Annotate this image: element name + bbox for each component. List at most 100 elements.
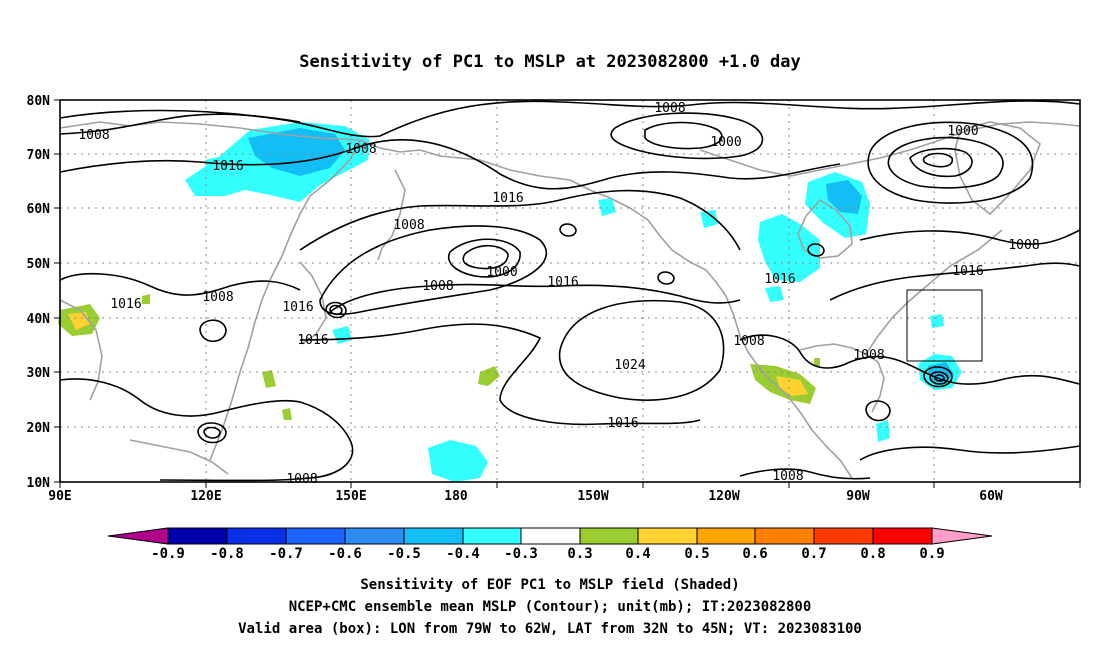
colorbar-swatch [226, 527, 287, 545]
valid-area-box [906, 289, 983, 362]
mslp-contour-line [859, 445, 1081, 461]
lat-tick-label: 10N [27, 476, 51, 491]
mslp-contour-line [739, 334, 1081, 385]
coastline-india [59, 299, 103, 401]
colorbar-label: 0.8 [860, 546, 885, 562]
map-frame [59, 99, 1081, 483]
shade-negative-carib [876, 420, 890, 442]
coastline-hudson [797, 198, 853, 259]
contour-label: 1016 [764, 272, 795, 287]
contour-label: 1008 [853, 348, 884, 363]
colorbar-swatch [872, 527, 933, 545]
lat-tick-label: 30N [27, 366, 51, 381]
mslp-contour-line [197, 422, 227, 444]
colorbar-label: -0.4 [446, 546, 480, 562]
contour-label: 1008 [345, 142, 376, 157]
mslp-contour-line [325, 301, 347, 319]
shade-positive-small3 [814, 358, 820, 366]
contour-label: 1016 [492, 191, 523, 206]
mslp-contour-line [448, 238, 521, 278]
mslp-contour-line [329, 304, 343, 316]
lat-tick-label: 20N [27, 421, 51, 436]
colorbar-label: -0.8 [210, 546, 244, 562]
colorbar-label: -0.6 [328, 546, 362, 562]
contour-label: 1000 [947, 124, 978, 139]
contour-label: 1008 [422, 279, 453, 294]
shade-negative-greatlakes [765, 286, 784, 302]
mslp-contour-line [829, 262, 1081, 301]
colorbar: -0.9 -0.8 -0.7 -0.6 -0.5 -0.4 -0.3 0.3 0… [107, 527, 993, 562]
mslp-contour-line [559, 223, 577, 237]
contour-label: 1008 [1008, 238, 1039, 253]
mslp-contour-line [807, 243, 825, 257]
mslp-contour-line [299, 189, 741, 251]
contour-label: 1000 [486, 265, 517, 280]
mslp-contour-line [558, 299, 725, 401]
shade-positive-small2 [142, 294, 150, 304]
colorbar-swatch [167, 527, 228, 545]
coastline-east-na [865, 229, 1003, 355]
contour-label: 1008 [202, 290, 233, 305]
shade-negative-box [930, 314, 944, 328]
contour-label: 1000 [710, 135, 741, 150]
coastline-alaska [479, 159, 727, 297]
lon-tick-label: 60W [979, 489, 1003, 504]
lon-tick-label: 150W [577, 489, 608, 504]
shade-positive-pacific [478, 366, 500, 386]
coastline-kamchatka [377, 169, 406, 261]
lon-tick-label: 120W [708, 489, 739, 504]
contour-label: 1008 [772, 469, 803, 484]
mslp-contour-line [610, 112, 764, 160]
caption-line-1: Sensitivity of EOF PC1 to MSLP field (Sh… [360, 577, 739, 593]
colorbar-swatch [813, 527, 874, 545]
mslp-contour-line [329, 283, 741, 313]
figure-title: Sensitivity of PC1 to MSLP at 2023082800… [299, 52, 801, 72]
contour-labels: 1008 1008 1016 1008 1016 1008 1000 1016 … [78, 101, 1039, 487]
lon-tick-label: 150E [335, 489, 366, 504]
caption-line-3: Valid area (box): LON from 79W to 62W, L… [238, 621, 862, 637]
colorbar-label: 0.6 [742, 546, 767, 562]
shade-positive-philippines [262, 370, 276, 388]
shade-negative-alaska [598, 198, 616, 216]
mslp-contour-line [319, 225, 547, 315]
colorbar-label: -0.9 [151, 546, 185, 562]
colorbar-label: 0.5 [684, 546, 709, 562]
shade-positive-mexico-core [776, 376, 808, 396]
mslp-contour-line [887, 136, 1004, 189]
lat-tick-label: 40N [27, 312, 51, 327]
colorbar-swatch [754, 527, 815, 545]
contour-label: 1008 [393, 218, 424, 233]
colorbar-label: -0.5 [387, 546, 421, 562]
colorbar-label: 0.4 [625, 546, 650, 562]
mslp-contour-line [909, 147, 973, 178]
shade-negative-pacific-south [428, 440, 488, 482]
coastline-siberia [59, 121, 481, 161]
mslp-contour-line [859, 229, 1081, 245]
shade-negative-japan [332, 326, 352, 344]
colorbar-swatch [579, 527, 639, 545]
lon-tick-label: 120E [190, 489, 221, 504]
mslp-contour-line [644, 121, 723, 150]
contour-label: 1016 [212, 159, 243, 174]
coastline-indonesia [129, 439, 229, 475]
mslp-contour-line [657, 271, 675, 285]
mslp-contour-line [865, 400, 891, 422]
colorbar-swatch [403, 527, 464, 545]
lat-axis: 80N 70N 60N 50N 40N 30N 20N 10N [27, 94, 60, 491]
mslp-contour-line [59, 113, 301, 135]
contour-label: 1008 [733, 334, 764, 349]
colorbar-swatch [462, 527, 522, 545]
lat-tick-label: 60N [27, 202, 51, 217]
colorbar-label: -0.3 [504, 546, 538, 562]
colorbar-swatch [520, 527, 581, 545]
lat-tick-label: 80N [27, 94, 51, 109]
contour-label: 1008 [654, 101, 685, 116]
colorbar-swatch [344, 527, 405, 545]
mslp-contour-line [59, 378, 354, 482]
colorbar-swatch [285, 527, 346, 545]
contour-label: 1024 [614, 358, 645, 373]
coastline-layer [59, 121, 1081, 479]
shade-negative-northwest [700, 210, 718, 228]
shade-negative-hudson-core [826, 180, 862, 214]
